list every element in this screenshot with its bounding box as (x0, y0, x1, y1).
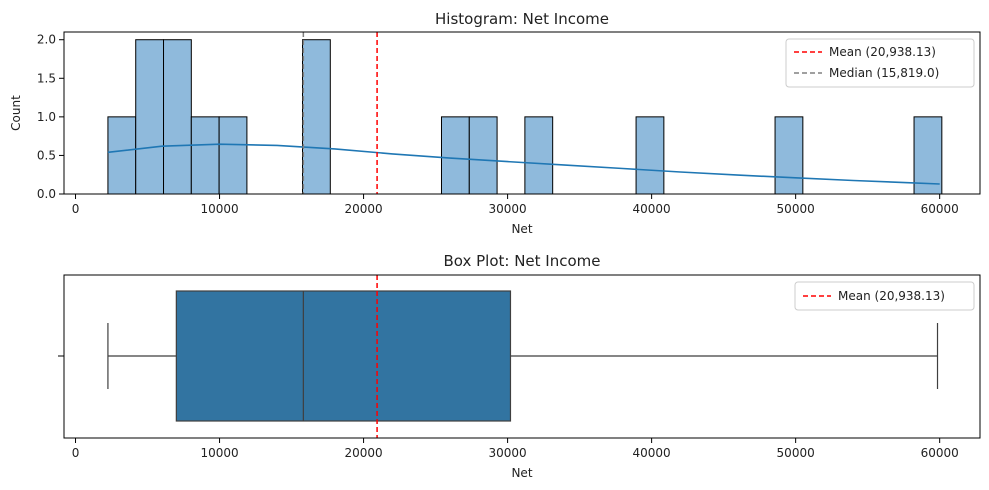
x-tick-label: 20000 (344, 202, 382, 216)
x-tick-label: 50000 (777, 202, 815, 216)
histogram-bar (163, 39, 192, 195)
histogram-y-ticks: 0.0 0.5 1.0 1.5 2.0 (37, 33, 64, 201)
histogram-bar (135, 39, 165, 195)
histogram-kde (107, 143, 940, 185)
legend-median-label: Median (15,819.0) (829, 66, 939, 80)
boxplot-box (107, 290, 939, 422)
histogram-bar (218, 116, 248, 195)
boxplot-legend-mean-label: Mean (20,938.13) (838, 289, 945, 303)
histogram-panel: Histogram: Net Income 0 10000 20000 30000 40… (9, 10, 981, 236)
x-tick-label: 10000 (200, 446, 238, 460)
x-tick-label: 0 (72, 446, 80, 460)
x-tick-label: 40000 (633, 202, 671, 216)
histogram-x-ticks: 0 10000 20000 30000 40000 50000 60000 (72, 194, 959, 216)
boxplot-title: Box Plot: Net Income (443, 252, 600, 270)
boxplot-panel: Box Plot: Net Income 0 10000 20000 30000 400… (58, 252, 981, 480)
iqr-box (175, 290, 512, 422)
histogram-y-label: Count (9, 95, 23, 131)
histogram-legend-box (785, 38, 975, 88)
x-tick-label: 50000 (777, 446, 815, 460)
histogram-legend: Mean (20,938.13) Median (15,819.0) (785, 38, 975, 88)
histogram-bar (635, 116, 665, 195)
histogram-bar (302, 39, 331, 195)
histogram-reference-lines (302, 32, 378, 194)
x-tick-label: 30000 (489, 202, 527, 216)
x-tick-label: 0 (72, 202, 80, 216)
kde-curve (107, 143, 940, 185)
histogram-bar (774, 116, 804, 195)
x-tick-label: 10000 (200, 202, 238, 216)
histogram-bar (190, 116, 220, 195)
legend-mean-label: Mean (20,938.13) (829, 45, 936, 59)
y-tick-label: 1.5 (37, 71, 56, 85)
y-tick-label: 1.0 (37, 110, 56, 124)
boxplot-x-ticks: 0 10000 20000 30000 40000 50000 60000 (72, 438, 959, 460)
y-tick-label: 0.5 (37, 148, 56, 162)
boxplot-legend: Mean (20,938.13) (794, 281, 975, 311)
boxplot-x-label: Net (511, 466, 532, 480)
histogram-bar (524, 116, 554, 195)
x-tick-label: 60000 (921, 202, 959, 216)
histogram-x-label: Net (511, 222, 532, 236)
histogram-bar (913, 116, 943, 195)
histogram-bars (107, 39, 943, 195)
y-tick-label: 0.0 (37, 187, 56, 201)
histogram-bar (468, 116, 498, 195)
x-tick-label: 20000 (344, 446, 382, 460)
boxplot-legend-box (794, 281, 975, 311)
y-tick-label: 2.0 (37, 33, 56, 47)
x-tick-label: 30000 (489, 446, 527, 460)
histogram-bar (107, 116, 137, 195)
histogram-title: Histogram: Net Income (435, 10, 609, 28)
histogram-bar (440, 116, 470, 195)
histogram-frame (63, 31, 981, 195)
x-tick-label: 60000 (921, 446, 959, 460)
x-tick-label: 40000 (633, 446, 671, 460)
